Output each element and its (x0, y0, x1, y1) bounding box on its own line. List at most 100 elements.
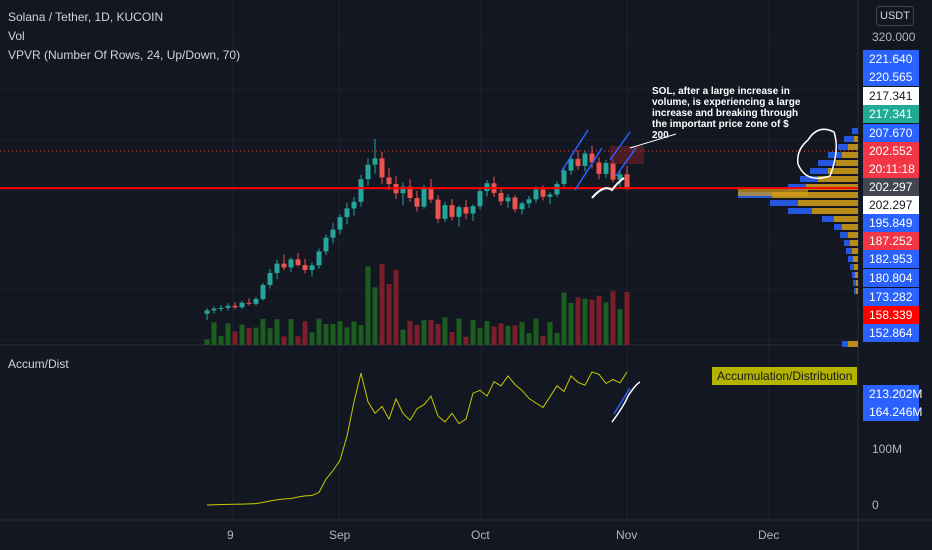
volume-bar (526, 333, 532, 345)
candle-body (547, 194, 553, 197)
volume-bar (393, 269, 399, 345)
vpvr-row-up (788, 184, 806, 190)
volume-bar (414, 324, 420, 345)
ad-line (206, 371, 628, 506)
ad-value-1: 213.202M (863, 385, 922, 403)
vpvr-row-up (854, 288, 856, 294)
volume-bar (316, 318, 322, 345)
vpvr-legend[interactable]: VPVR (Number Of Rows, 24, Up/Down, 70) (8, 48, 241, 62)
candle-body (316, 251, 322, 266)
candle-body (505, 197, 511, 202)
volume-bar (610, 291, 616, 345)
candle-body (225, 305, 231, 308)
candle-body (400, 186, 406, 194)
volume-legend[interactable]: Vol (8, 29, 25, 43)
volume-bar (407, 320, 413, 345)
vpvr-row-down (848, 144, 858, 150)
volume-bar (204, 339, 210, 345)
candle-body (582, 153, 588, 166)
candle-body (561, 170, 567, 185)
vpvr-row-up (852, 272, 855, 278)
candle-body (575, 158, 581, 166)
vpvr-row-up (822, 216, 834, 222)
candle-body (477, 191, 483, 207)
price-tag: 220.565 (863, 68, 919, 86)
symbol-legend[interactable]: Solana / Tether, 1D, KUCOIN (8, 10, 164, 24)
candle-body (407, 186, 413, 199)
volume-bar (568, 302, 574, 345)
vpvr-row-up (800, 176, 818, 182)
vpvr-row-down (855, 272, 858, 278)
candle-body (589, 153, 595, 163)
vpvr-row-down (828, 168, 858, 174)
candle-body (281, 263, 287, 268)
candle-body (603, 162, 609, 174)
candle-body (540, 189, 546, 197)
volume-bar (372, 287, 378, 345)
candle-body (323, 237, 329, 252)
volume-bar (554, 332, 560, 345)
volume-bar (267, 328, 273, 345)
volume-bar (470, 319, 476, 345)
time-label-oct: Oct (471, 528, 490, 542)
vpvr-row-down (834, 216, 858, 222)
candle-body (596, 162, 602, 174)
volume-bar (435, 324, 441, 345)
vpvr-row-down (818, 176, 858, 182)
candle-body (274, 263, 280, 274)
volume-bar (477, 328, 483, 345)
accum-dist-label: Accumulation/Distribution (712, 367, 858, 385)
price-tag: 217.341 (863, 105, 919, 123)
candle-body (344, 208, 350, 218)
volume-bar (519, 322, 525, 345)
ad-axis-0: 0 (872, 498, 879, 512)
vpvr-row-up (840, 232, 848, 238)
vpvr-row-down (798, 200, 858, 206)
vpvr-row-up (818, 160, 836, 166)
candle-body (211, 308, 217, 311)
vpvr-row-up (852, 128, 858, 134)
volume-bar (302, 321, 308, 345)
annotation-text[interactable]: SOL, after a large increase in volume, i… (652, 86, 801, 141)
volume-bar (281, 336, 287, 345)
currency-button[interactable]: USDT (876, 6, 914, 26)
volume-bar (365, 266, 371, 345)
drawings-overlay[interactable] (0, 128, 858, 423)
candle-body (435, 199, 441, 219)
vpvr-row-up (810, 168, 828, 174)
volume-bar (239, 324, 245, 345)
volume-bar (218, 336, 224, 345)
volume-bar (498, 323, 504, 345)
price-tag: 180.804 (863, 269, 919, 287)
volume-bar (512, 325, 518, 345)
candle-body (512, 197, 518, 210)
candle-body (533, 189, 539, 200)
time-label-dec: Dec (758, 528, 780, 542)
volume-bar (491, 326, 497, 345)
volume-bar (351, 321, 357, 345)
ad-value-2: 164.246M (863, 403, 922, 421)
vpvr-row-up (844, 240, 850, 246)
volume-bar (344, 327, 350, 345)
volume-bar (330, 324, 336, 345)
candle-body (365, 164, 371, 180)
vpvr-row-down (806, 184, 858, 190)
vpvr-row-down (836, 160, 858, 166)
volume-bars (204, 264, 630, 345)
accum-dist-legend[interactable]: Accum/Dist (8, 357, 69, 371)
channel-line-4 (615, 147, 637, 177)
vpvr-row-up (850, 264, 854, 270)
volume-bar (561, 292, 567, 345)
volume-bar (260, 318, 266, 345)
volume-bar (484, 321, 490, 345)
vpvr-row-down (852, 248, 858, 254)
volume-bar (400, 329, 406, 345)
candle-body (526, 199, 532, 204)
volume-bar (596, 295, 602, 345)
vpvr-poc (738, 188, 808, 196)
volume-bar (337, 321, 343, 345)
vpvr-row-down (856, 280, 858, 286)
